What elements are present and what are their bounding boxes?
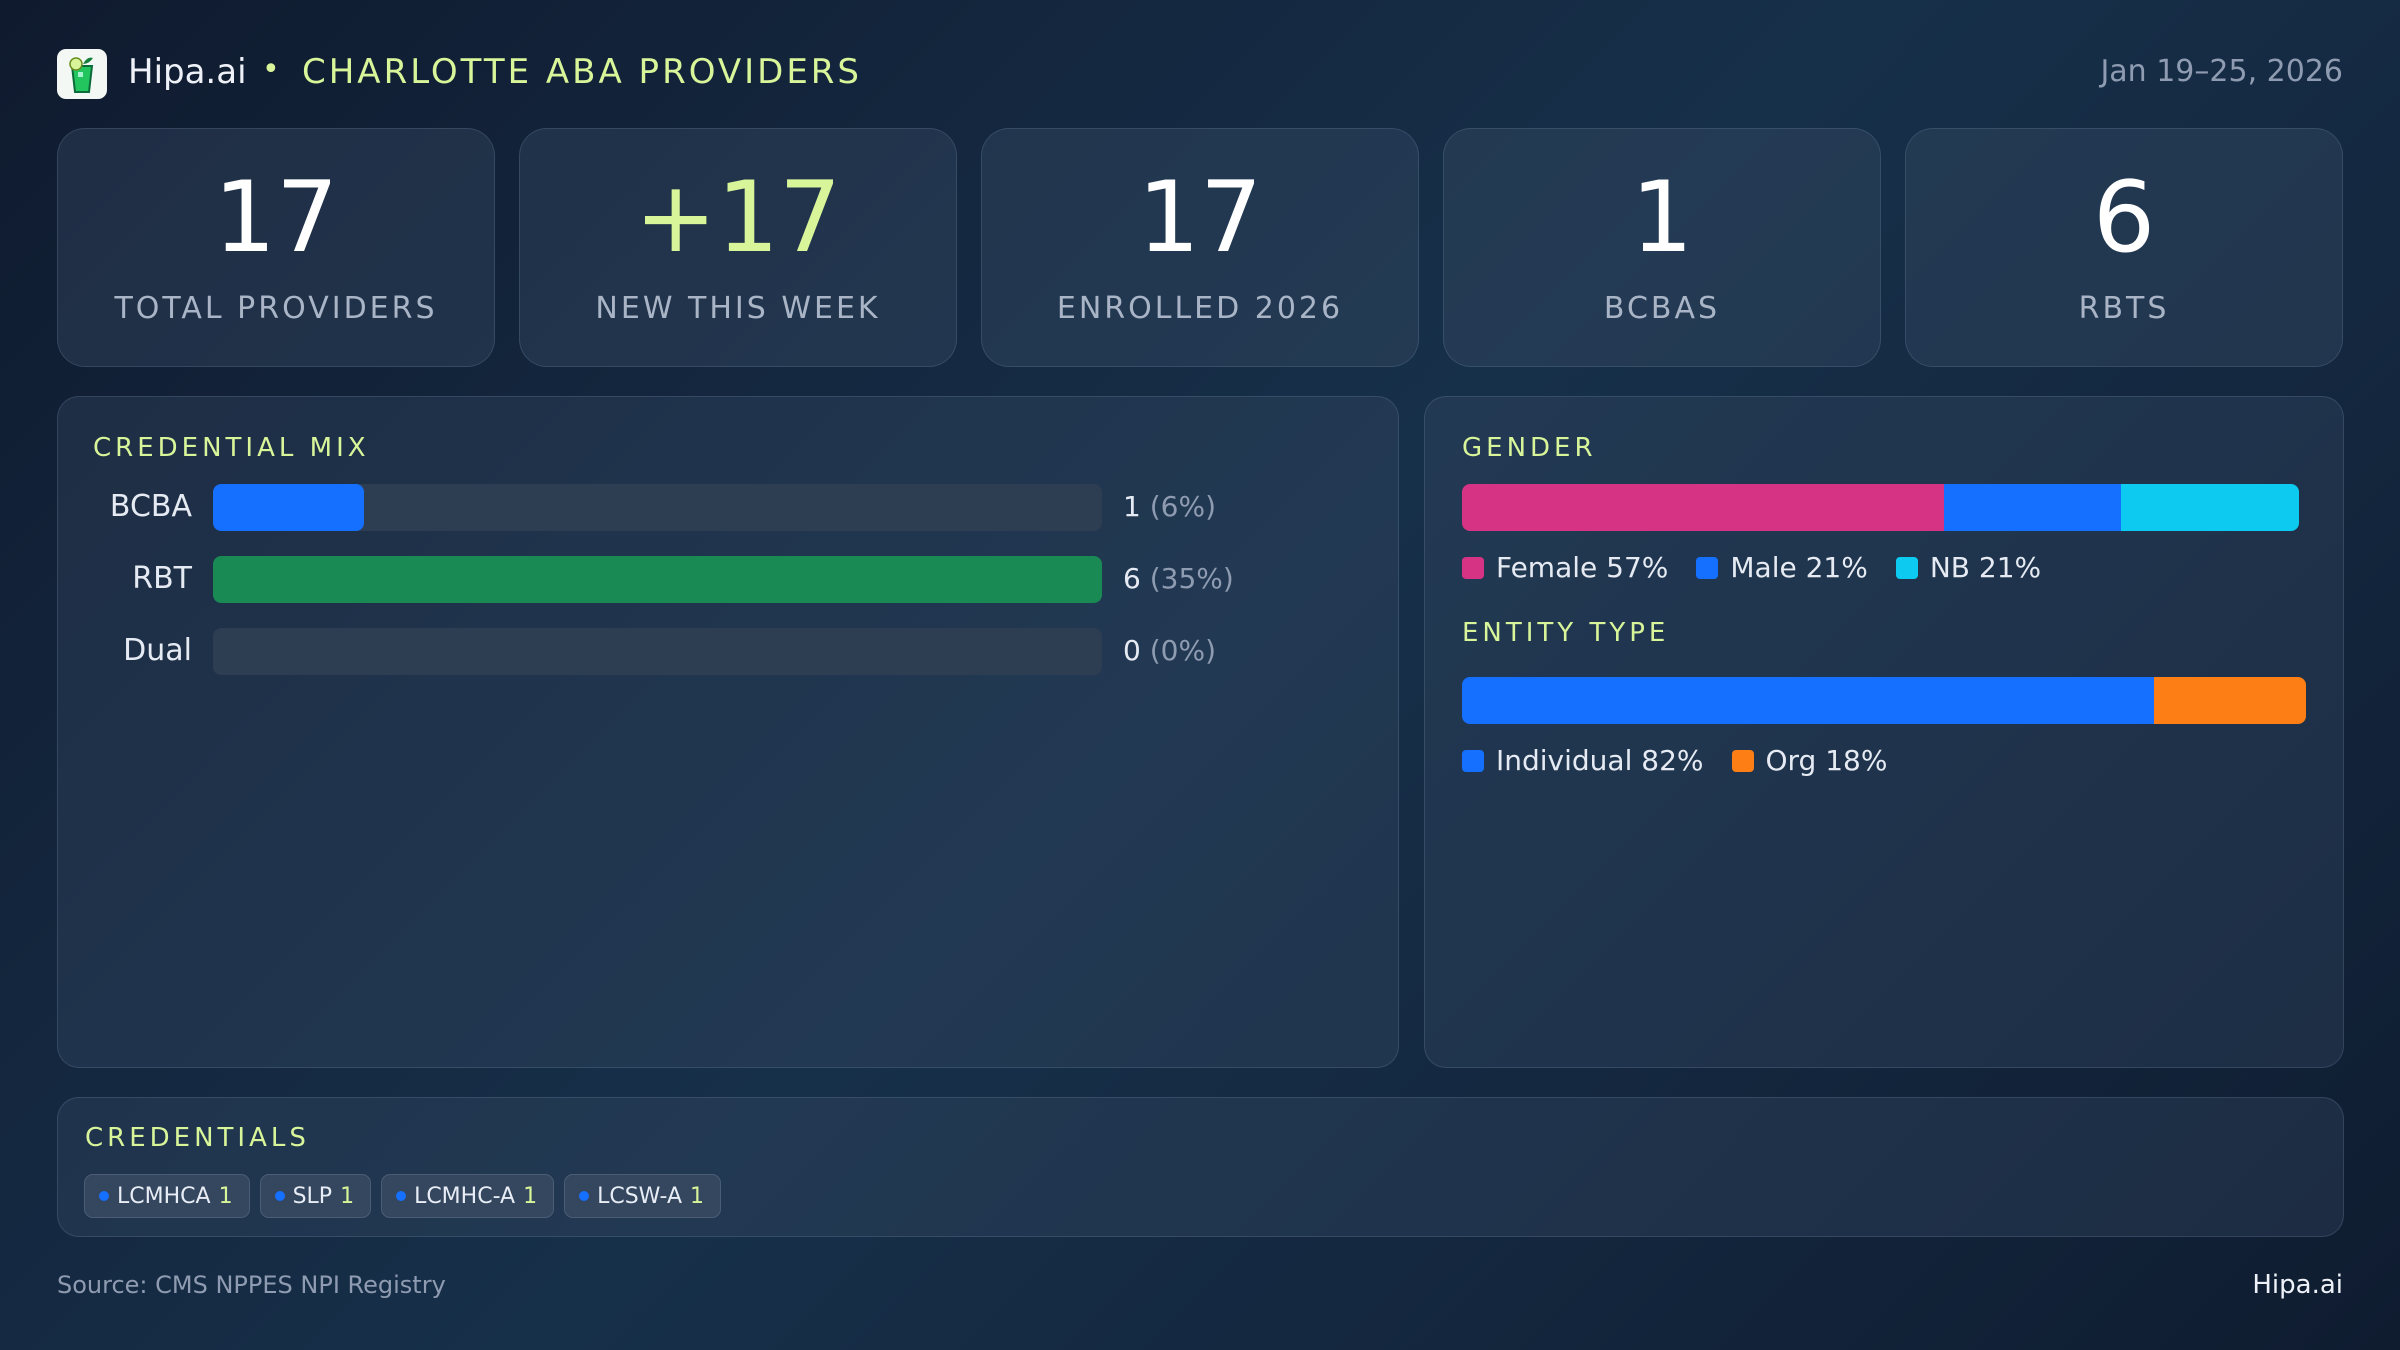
entity_type-segment <box>2154 677 2306 724</box>
kpi-value: +17 <box>634 161 842 275</box>
entity_type-legend-item: Org 18% <box>1731 744 1888 777</box>
kpi-value: 1 <box>1630 161 1694 275</box>
brand-name: Hipa.ai <box>128 52 247 92</box>
entity_type-segment <box>1462 677 2155 724</box>
source-note: Source: CMS NPPES NPI Registry <box>57 1271 446 1299</box>
date-range: Jan 19–25, 2026 <box>2100 54 2343 89</box>
kpi-new-this-week: +17 NEW THIS WEEK <box>519 128 957 367</box>
gender-legend-label: NB 21% <box>1929 551 2042 584</box>
credential-row-label: Dual <box>123 633 192 668</box>
kpi-value: 17 <box>1137 161 1263 275</box>
credential-chip-name: LCSW-A <box>597 1183 683 1209</box>
credential-bar-track <box>213 628 1102 675</box>
credential-chip-name: SLP <box>292 1183 333 1209</box>
credential-chip-name: LCMHC-A <box>414 1183 516 1209</box>
entity-type-bar <box>1462 677 2306 724</box>
gender-legend-item: Female 57% <box>1462 551 1668 584</box>
bullet-dot-icon <box>99 1191 109 1201</box>
kpi-label: ENROLLED 2026 <box>1056 291 1344 326</box>
credential-row-value: 1 (6%) <box>1123 490 1216 523</box>
entity_type-legend-item: Individual 82% <box>1462 744 1704 777</box>
credential-chip: LCMHC-A 1 <box>381 1174 555 1218</box>
credential-chip-name: LCMHCA <box>117 1183 211 1209</box>
credential-count: 0 <box>1123 634 1141 667</box>
footer-brand: Hipa.ai <box>2252 1270 2343 1300</box>
entity_type-swatch-icon <box>1462 750 1484 772</box>
credential-mix-title: CREDENTIAL MIX <box>93 433 370 463</box>
credential-row-value: 0 (0%) <box>1123 634 1216 667</box>
credential-chip: SLP 1 <box>259 1174 372 1218</box>
credential-bar-track <box>213 556 1102 603</box>
credential-chips: LCMHCA 1 SLP 1 LCMHC-A 1 LCSW-A 1 <box>84 1174 722 1218</box>
kpi-total-providers: 17 TOTAL PROVIDERS <box>57 128 495 367</box>
credential-row-value: 6 (35%) <box>1123 562 1234 595</box>
kpi-bcbas: 1 BCBAS <box>1443 128 1881 367</box>
kpi-label: BCBAS <box>1603 291 1721 326</box>
credential-chip: LCSW-A 1 <box>564 1174 722 1218</box>
entity-type-title: ENTITY TYPE <box>1462 618 1670 648</box>
title-separator: • <box>262 52 280 87</box>
credential-bar-track <box>213 484 1102 531</box>
credential-chip-count: 1 <box>523 1183 538 1209</box>
credential-row-label: RBT <box>132 561 192 596</box>
hipa-logo-icon <box>57 49 107 99</box>
kpi-value: 17 <box>213 161 339 275</box>
bullet-dot-icon <box>274 1191 285 1201</box>
kpi-rbts: 6 RBTS <box>1905 128 2343 367</box>
gender-bar <box>1462 484 2299 531</box>
credential-bar-fill <box>213 484 365 531</box>
gender-segment <box>1462 484 1944 531</box>
kpi-label: NEW THIS WEEK <box>595 291 881 326</box>
gender-swatch-icon <box>1462 557 1484 579</box>
kpi-enrolled-2026: 17 ENROLLED 2026 <box>981 128 1419 367</box>
credential-bar-fill <box>213 556 1102 603</box>
credential-row-label: BCBA <box>109 489 192 524</box>
gender-segment <box>2121 484 2299 531</box>
gender-legend-label: Female 57% <box>1496 551 1669 584</box>
credential-percent: (0%) <box>1149 634 1217 667</box>
entity_type-swatch-icon <box>1731 750 1754 772</box>
kpi-label: RBTS <box>2078 291 2170 326</box>
credential-percent: (6%) <box>1149 490 1217 523</box>
credential-chip-count: 1 <box>690 1183 705 1209</box>
gender-legend-item: NB 21% <box>1895 551 2042 584</box>
gender-title: GENDER <box>1462 433 1597 463</box>
credential-chip: LCMHCA 1 <box>84 1174 250 1218</box>
gender-swatch-icon <box>1696 557 1719 579</box>
bullet-dot-icon <box>579 1191 590 1201</box>
gender-legend-item: Male 21% <box>1696 551 1868 584</box>
page-title: CHARLOTTE ABA PROVIDERS <box>302 52 863 92</box>
entity-type-legend: Individual 82% Org 18% <box>1462 744 1887 777</box>
kpi-label: TOTAL PROVIDERS <box>114 291 438 326</box>
credentials-title: CREDENTIALS <box>85 1123 310 1153</box>
bullet-dot-icon <box>396 1191 407 1201</box>
entity_type-legend-label: Org 18% <box>1765 744 1888 777</box>
credential-chip-count: 1 <box>340 1183 355 1209</box>
gender-legend-label: Male 21% <box>1730 551 1868 584</box>
entity_type-legend-label: Individual 82% <box>1496 744 1704 777</box>
credential-count: 1 <box>1123 490 1141 523</box>
gender-swatch-icon <box>1895 557 1918 579</box>
credential-chip-count: 1 <box>218 1183 233 1209</box>
credential-percent: (35%) <box>1149 562 1234 595</box>
credential-count: 6 <box>1123 562 1141 595</box>
gender-segment <box>1943 484 2122 531</box>
kpi-value: 6 <box>2092 161 2156 275</box>
gender-legend: Female 57% Male 21% NB 21% <box>1462 551 2041 584</box>
